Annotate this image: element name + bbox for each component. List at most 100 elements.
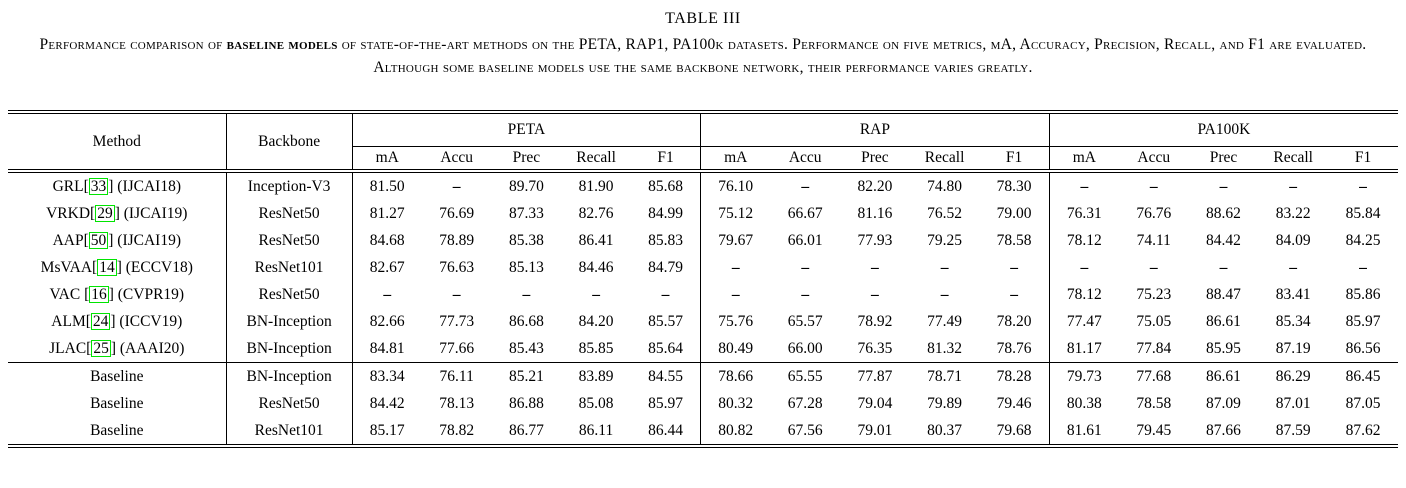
table-row: ALM[24] (ICCV19) BN-Inception 82.66 77.73 86… (8, 308, 1398, 335)
citation-link[interactable]: 29 (95, 204, 115, 222)
metric-value-cell: 85.97 (1345, 312, 1381, 330)
metric-header-peta-recall: Recall (561, 146, 631, 173)
metric-value-cell: 86.61 (1206, 312, 1241, 330)
metric-value-cell: 79.25 (927, 231, 963, 249)
caption-emphasis-text: baseline models (226, 36, 338, 53)
metric-value-cell: 78.28 (979, 362, 1050, 390)
metric-value-cell: 79.46 (996, 394, 1032, 412)
metric-value-cell: 85.86 (1345, 285, 1381, 303)
metric-value-cell: 84.46 (578, 258, 614, 276)
metric-value-cell: 75.12 (700, 200, 771, 227)
method-cell: Baseline (8, 362, 227, 390)
metric-value-cell: – (522, 285, 531, 303)
table-row: Baseline ResNet50 84.42 78.13 86.88 85.08 85.9… (8, 390, 1398, 417)
backbone-cell: ResNet50 (225, 281, 353, 308)
metric-header-rap-f1: F1 (979, 146, 1050, 173)
citation-link[interactable]: 33 (88, 177, 109, 195)
metric-value-cell: 65.55 (770, 362, 841, 390)
metric-value-cell: 85.57 (648, 312, 683, 330)
citation-link[interactable]: 50 (88, 231, 109, 249)
table-row: Baseline BN-Inception 83.34 76.11 85.21 83.89… (8, 362, 1398, 390)
citation-link[interactable]: 25 (91, 339, 111, 357)
metric-value-cell: 86.68 (508, 312, 544, 330)
method-cell: AAP[50] (IJCAI19) (52, 231, 181, 249)
method-cell: Baseline (90, 394, 144, 412)
metric-value-cell: 86.11 (578, 421, 614, 439)
table-row: MsVAA[14] (ECCV18) ResNet101 82.67 76.63 85.… (8, 254, 1398, 281)
citation-link[interactable]: 24 (90, 312, 111, 330)
method-cell: GRL[33] (IJCAI18) (52, 177, 181, 195)
metric-value-cell: 78.13 (439, 394, 475, 412)
metric-value-cell: 84.42 (351, 390, 422, 417)
metric-value-cell: 77.93 (857, 231, 893, 249)
metric-value-cell: 78.58 (1136, 394, 1172, 412)
metric-value-cell: 83.34 (351, 362, 422, 390)
metric-value-cell: 77.49 (927, 312, 963, 330)
metric-value-cell: 84.68 (351, 227, 422, 254)
method-cell: VRKD[29] (IJCAI19) (46, 204, 188, 222)
metric-value-cell: 79.04 (857, 394, 893, 412)
metric-value-cell: 74.11 (1136, 231, 1171, 249)
metric-value-cell: – (1219, 258, 1228, 276)
metric-value-cell: 84.20 (578, 312, 614, 330)
metric-header-pa100k-f1: F1 (1328, 146, 1398, 173)
metric-value-cell: 81.61 (1048, 417, 1119, 446)
metric-value-cell: 87.01 (1275, 394, 1311, 412)
caption-text: Performance comparison of (39, 36, 227, 53)
metric-value-cell: – (1048, 171, 1119, 200)
metric-value-cell: 87.09 (1206, 394, 1241, 412)
metric-value-cell: 85.21 (491, 362, 562, 390)
group-header-peta: PETA (351, 112, 701, 147)
metric-value-cell: 86.41 (578, 231, 614, 249)
metric-value-cell: – (940, 258, 949, 276)
table-row: JLAC[25] (AAAI20) BN-Inception 84.81 77.66 8… (8, 335, 1398, 363)
table-row: GRL[33] (IJCAI18) Inception-V3 81.50 – 89.70… (8, 171, 1398, 200)
metric-value-cell: 66.67 (787, 204, 823, 222)
metric-value-cell: – (1289, 177, 1298, 195)
metric-value-cell: 76.76 (1136, 204, 1172, 222)
metric-value-cell: – (661, 285, 670, 303)
metric-value-cell: 77.47 (1048, 308, 1119, 335)
backbone-cell: ResNet50 (225, 227, 353, 254)
metric-value-cell: 78.12 (1048, 227, 1119, 254)
metric-value-cell: – (592, 285, 600, 303)
table-row: VRKD[29] (IJCAI19) ResNet50 81.27 76.69 87.3… (8, 200, 1398, 227)
table-row: AAP[50] (IJCAI19) ResNet50 84.68 78.89 85.38… (8, 227, 1398, 254)
metric-value-cell: 78.71 (909, 362, 980, 390)
metric-value-cell: – (1219, 177, 1228, 195)
metric-value-cell: 78.30 (996, 177, 1032, 195)
metric-value-cell: 75.76 (700, 308, 771, 335)
metric-value-cell: 86.29 (1258, 362, 1329, 390)
metric-value-cell: 78.89 (439, 231, 475, 249)
metric-value-cell: – (871, 258, 879, 276)
method-cell: MsVAA[14] (ECCV18) (40, 258, 193, 276)
metric-value-cell: – (1149, 177, 1158, 195)
metric-value-cell: – (871, 285, 879, 303)
metric-value-cell: 84.79 (648, 258, 683, 276)
metric-value-cell: 84.09 (1275, 231, 1311, 249)
metric-value-cell: – (351, 281, 422, 308)
metric-value-cell: 85.97 (648, 394, 683, 412)
backbone-cell: ResNet101 (225, 417, 353, 446)
metric-value-cell: 80.37 (927, 421, 963, 439)
metric-header-pa100k-accu: Accu (1118, 146, 1189, 173)
metric-value-cell: 77.68 (1118, 362, 1189, 390)
metric-value-cell: 85.43 (508, 339, 544, 357)
metric-value-cell: 65.57 (787, 312, 823, 330)
metric-value-cell: 85.83 (648, 231, 683, 249)
method-cell: JLAC[25] (AAAI20) (49, 339, 185, 357)
metric-value-cell: 79.73 (1048, 362, 1119, 390)
metric-value-cell: 80.82 (700, 417, 771, 446)
citation-link[interactable]: 14 (97, 258, 117, 276)
metric-value-cell: 78.76 (996, 339, 1032, 357)
citation-link[interactable]: 16 (89, 285, 109, 303)
metric-value-cell: – (940, 285, 949, 303)
metric-value-cell: 66.01 (787, 231, 823, 249)
metric-value-cell: 87.59 (1275, 421, 1311, 439)
metric-value-cell: 88.62 (1206, 204, 1241, 222)
metric-value-cell: 80.49 (700, 335, 771, 363)
table-row: VAC [16] (CVPR19) ResNet50– – – – – – – – – –78.12… (8, 281, 1398, 308)
metric-value-cell: 86.77 (508, 421, 544, 439)
metric-value-cell: – (1289, 258, 1298, 276)
metric-value-cell: – (1010, 285, 1018, 303)
